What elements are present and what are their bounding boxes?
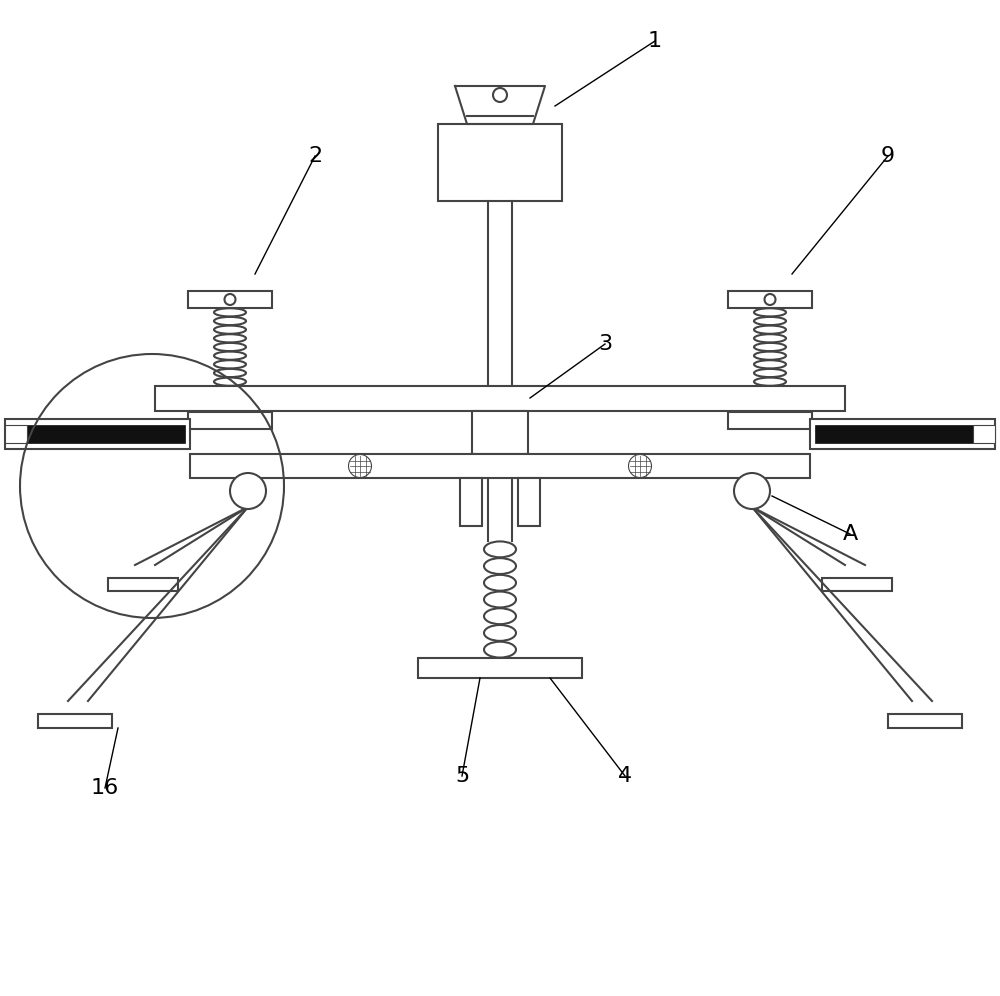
Bar bbox=[5, 419, 190, 449]
Circle shape bbox=[224, 294, 236, 305]
Bar bbox=[438, 124, 562, 201]
Bar bbox=[460, 478, 482, 526]
Text: A: A bbox=[842, 524, 858, 544]
Bar bbox=[188, 291, 272, 308]
Bar bbox=[27, 425, 185, 443]
Circle shape bbox=[734, 473, 770, 509]
Bar bbox=[973, 425, 995, 443]
Circle shape bbox=[629, 454, 652, 477]
Circle shape bbox=[230, 473, 266, 509]
Bar bbox=[155, 386, 845, 411]
Bar bbox=[518, 478, 540, 526]
Text: 4: 4 bbox=[618, 766, 632, 786]
Text: 2: 2 bbox=[308, 146, 322, 166]
Bar bbox=[815, 425, 973, 443]
Bar bbox=[822, 578, 892, 591]
Bar bbox=[108, 578, 178, 591]
Bar bbox=[190, 454, 810, 478]
Bar bbox=[728, 291, 812, 308]
Text: 9: 9 bbox=[881, 146, 895, 166]
Bar bbox=[472, 411, 528, 454]
Circle shape bbox=[349, 454, 372, 477]
Bar bbox=[418, 658, 582, 678]
Text: 1: 1 bbox=[648, 31, 662, 51]
Bar bbox=[38, 714, 112, 728]
Text: 5: 5 bbox=[455, 766, 469, 786]
Polygon shape bbox=[455, 86, 545, 124]
Bar bbox=[810, 419, 995, 449]
Bar bbox=[5, 425, 27, 443]
Bar bbox=[188, 412, 272, 429]
Text: 16: 16 bbox=[91, 778, 119, 798]
Circle shape bbox=[765, 294, 776, 305]
Bar bbox=[728, 412, 812, 429]
Circle shape bbox=[493, 88, 507, 102]
Bar bbox=[888, 714, 962, 728]
Text: 3: 3 bbox=[598, 334, 612, 354]
